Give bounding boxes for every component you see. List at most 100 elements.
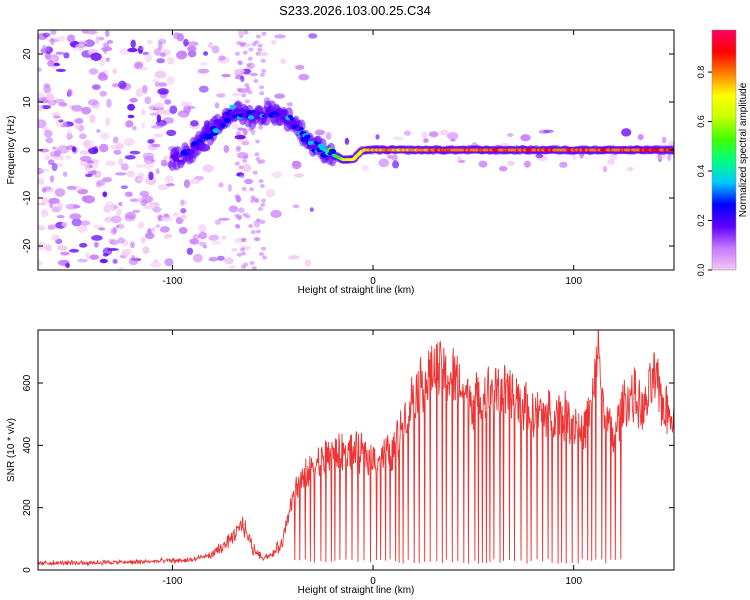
noise-blob (214, 102, 220, 109)
noise-blob (255, 139, 260, 144)
noise-blob (392, 160, 400, 169)
noise-blob (248, 47, 254, 52)
noise-blob (164, 99, 172, 105)
colorbar-frame (711, 29, 737, 271)
noise-blob (41, 44, 48, 54)
noise-blob (129, 241, 135, 248)
noise-blob (89, 114, 96, 124)
noise-blob (93, 145, 99, 154)
noise-blob (91, 235, 103, 241)
noise-blob (271, 40, 277, 45)
noise-blob (83, 195, 95, 204)
noise-blob (153, 133, 163, 138)
noise-blob (292, 204, 300, 209)
noise-blob (86, 38, 93, 46)
noise-blob (387, 154, 393, 159)
noise-blob (150, 261, 162, 268)
noise-blob (112, 68, 118, 74)
noise-blob (255, 34, 261, 39)
noise-blob (607, 159, 615, 165)
noise-blob (114, 172, 127, 176)
noise-blob (77, 258, 88, 263)
noise-blob (85, 173, 93, 178)
noise-blob (57, 245, 68, 251)
noise-blob (100, 132, 110, 140)
noise-blob (231, 123, 239, 130)
noise-blob (261, 31, 267, 36)
noise-blob (236, 252, 242, 257)
noise-blob (142, 152, 155, 160)
noise-blob (439, 129, 449, 136)
noise-blob (71, 218, 82, 227)
figure-title: S233.2026.103.00.25.C34 (279, 3, 431, 18)
noise-blob (153, 259, 159, 263)
colorbar-tick-label: 0.6 (696, 115, 706, 128)
noise-blob (124, 212, 137, 220)
noise-blob (208, 234, 220, 241)
noise-blob (172, 212, 179, 218)
ridge-core (289, 120, 297, 125)
noise-blob (253, 78, 259, 83)
ridge-core (240, 108, 245, 112)
noise-blob (77, 224, 88, 233)
noise-blob (183, 179, 191, 189)
noise-blob (38, 92, 45, 99)
noise-blob (137, 222, 145, 229)
snr-ylabel: SNR (10 * v/v) (6, 418, 17, 482)
noise-blob (500, 142, 510, 147)
noise-blob (152, 206, 162, 213)
ridge-core (178, 157, 183, 160)
ridge-core (299, 127, 304, 131)
noise-blob (259, 91, 265, 96)
noise-blob (53, 62, 60, 67)
noise-blob (242, 163, 252, 172)
snr-xtick-label: 0 (370, 576, 376, 587)
noise-blob (165, 183, 175, 187)
noise-blob (189, 178, 201, 185)
noise-blob (166, 129, 177, 137)
noise-blob (234, 51, 240, 56)
noise-blob (211, 240, 222, 245)
noise-blob (102, 191, 108, 198)
noise-blob (121, 252, 130, 257)
noise-blob (38, 104, 44, 112)
noise-blob (81, 106, 92, 115)
noise-blob (559, 161, 568, 168)
noise-blob (257, 47, 263, 52)
noise-blob (109, 144, 121, 150)
noise-blob (218, 55, 226, 61)
noise-blob (81, 30, 89, 34)
noise-blob (309, 207, 314, 213)
noise-blob (128, 257, 139, 266)
noise-blob (260, 184, 265, 188)
noise-blob (96, 129, 101, 133)
noise-blob (143, 205, 155, 209)
noise-blob (94, 241, 99, 248)
snr-axes: -100 0 100 0 200 400 600 (22, 330, 674, 587)
noise-blob (243, 30, 249, 35)
noise-blob (627, 166, 634, 172)
noise-blob (234, 161, 240, 166)
noise-blob (179, 214, 187, 220)
noise-blob (52, 146, 57, 150)
noise-blob (71, 146, 77, 153)
noise-blob (260, 58, 266, 63)
noise-blob (223, 145, 230, 153)
noise-blob (91, 84, 101, 90)
noise-blob (523, 160, 531, 168)
noise-blob (43, 84, 51, 94)
noise-blob (234, 134, 246, 140)
noise-blob (241, 264, 246, 269)
noise-blob (112, 83, 119, 88)
noise-blob (288, 255, 300, 260)
noise-blob (325, 131, 332, 140)
colorbar-ticks: 0.0 0.2 0.4 0.6 0.8 (696, 66, 712, 276)
noise-blob (163, 235, 170, 240)
noise-blob (63, 171, 68, 177)
noise-blob (98, 227, 106, 231)
noise-blob (103, 48, 108, 54)
noise-blob (66, 129, 72, 139)
noise-blob (129, 198, 140, 202)
